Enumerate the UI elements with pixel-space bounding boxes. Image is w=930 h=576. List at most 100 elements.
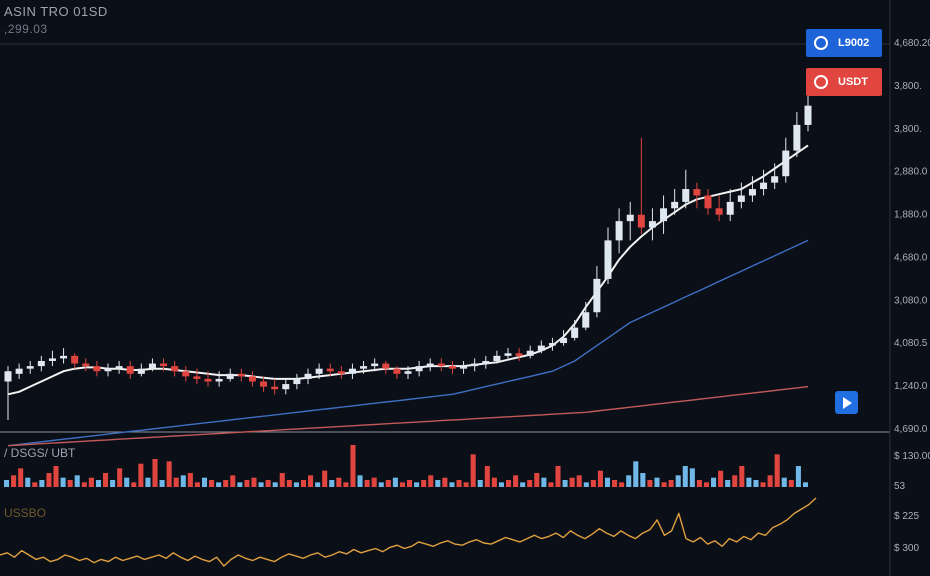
candle-body <box>726 201 734 215</box>
volume-bar <box>491 477 497 487</box>
candle-body <box>504 353 512 356</box>
price-axis-label: 3,800. <box>894 124 922 135</box>
candle-body <box>482 360 490 364</box>
volume-bar <box>102 473 109 487</box>
oscillator-panel-label: USSBO <box>4 506 47 520</box>
play-button[interactable] <box>835 391 858 414</box>
volume-bar <box>272 482 278 487</box>
ma-slow-line <box>7 385 809 447</box>
volume-bar <box>661 482 667 487</box>
volume-bar <box>392 477 398 487</box>
volume-bar <box>46 473 52 487</box>
volume-bar <box>604 477 611 487</box>
volume-bar <box>216 482 222 487</box>
candle-body <box>571 327 579 338</box>
candle-body <box>304 373 312 379</box>
volume-bar <box>555 466 561 487</box>
volume-bar <box>668 480 674 487</box>
volume-bar <box>675 475 681 487</box>
volume-bar <box>576 475 582 487</box>
candle-body <box>360 366 368 369</box>
candle-body <box>393 368 401 374</box>
candle-body <box>782 150 790 177</box>
candle-body <box>282 384 290 390</box>
volume-bar <box>633 461 639 487</box>
candle-body <box>582 312 590 328</box>
volume-bar <box>350 445 356 487</box>
candle-body <box>793 124 801 151</box>
price-subtitle: ,299.03 <box>4 22 48 36</box>
volume-bar <box>428 475 434 487</box>
volume-bar <box>456 480 462 487</box>
volume-bar <box>696 480 702 487</box>
candle-body <box>204 378 212 382</box>
candle-body <box>660 208 668 222</box>
price-axis-label: 4,690.0 <box>894 424 928 435</box>
volume-bar <box>385 480 391 487</box>
volume-bar <box>612 480 618 487</box>
volume-bar <box>378 482 384 487</box>
volume-bar <box>343 482 349 487</box>
volume-bar <box>293 482 299 487</box>
volume-bar <box>760 482 766 487</box>
volume-bar <box>781 477 787 487</box>
volume-bar <box>597 470 603 487</box>
volume-bar <box>138 463 144 487</box>
candle-body <box>193 376 201 379</box>
coin-icon <box>814 36 828 50</box>
candle-body <box>137 368 145 374</box>
volume-bar <box>718 470 724 487</box>
candle-body <box>537 345 545 351</box>
volume-bar <box>124 477 130 487</box>
volume-bar <box>527 480 533 487</box>
price-axis-label: 4,080.5 <box>894 338 928 349</box>
volume-bar <box>739 466 745 487</box>
volume-bar <box>703 482 710 487</box>
candle-body <box>593 278 601 313</box>
volume-panel-label: / DSGS/ UBT <box>4 446 76 460</box>
price-tag-blue[interactable]: L9002 <box>806 29 882 57</box>
volume-bar <box>753 480 759 487</box>
volume-bar <box>187 473 193 487</box>
candle-body <box>460 366 468 369</box>
volume-bar <box>230 475 236 487</box>
volume-bar <box>442 477 448 487</box>
candle-body <box>448 366 456 369</box>
volume-bar <box>237 482 243 487</box>
volume-bar <box>505 480 512 487</box>
volume-bar <box>166 461 172 487</box>
volume-bar <box>201 477 208 487</box>
volume-bar <box>159 480 165 487</box>
price-axis-label: 1,240.0 <box>894 381 928 392</box>
candle-body <box>182 371 190 377</box>
candle-body <box>526 350 534 356</box>
volume-bar <box>463 482 469 487</box>
candle-body <box>93 366 101 372</box>
volume-bar <box>258 482 264 487</box>
volume-bar <box>682 466 688 487</box>
volume-bar <box>421 480 427 487</box>
candle-body <box>626 214 634 222</box>
volume-bar <box>520 482 526 487</box>
candle-body <box>382 363 390 369</box>
candle-body <box>71 355 79 364</box>
volume-bar <box>60 477 66 487</box>
candle-body <box>548 343 556 346</box>
volume-bar <box>357 475 363 487</box>
volume-bar <box>711 477 717 487</box>
candle-body <box>415 366 423 372</box>
candle-body <box>404 371 412 374</box>
volume-bar <box>788 480 794 487</box>
volume-bar <box>173 477 179 487</box>
candle-body <box>493 355 501 361</box>
volume-bar <box>569 477 575 487</box>
volume-bar <box>562 480 568 487</box>
volume-bar <box>53 466 59 487</box>
volume-bar <box>590 480 596 487</box>
candle-body <box>737 195 745 202</box>
price-axis-label: 1,880.0 <box>894 210 928 221</box>
volume-bar <box>654 477 660 487</box>
price-tag-red[interactable]: USDT <box>806 68 882 96</box>
volume-bar <box>95 480 101 487</box>
